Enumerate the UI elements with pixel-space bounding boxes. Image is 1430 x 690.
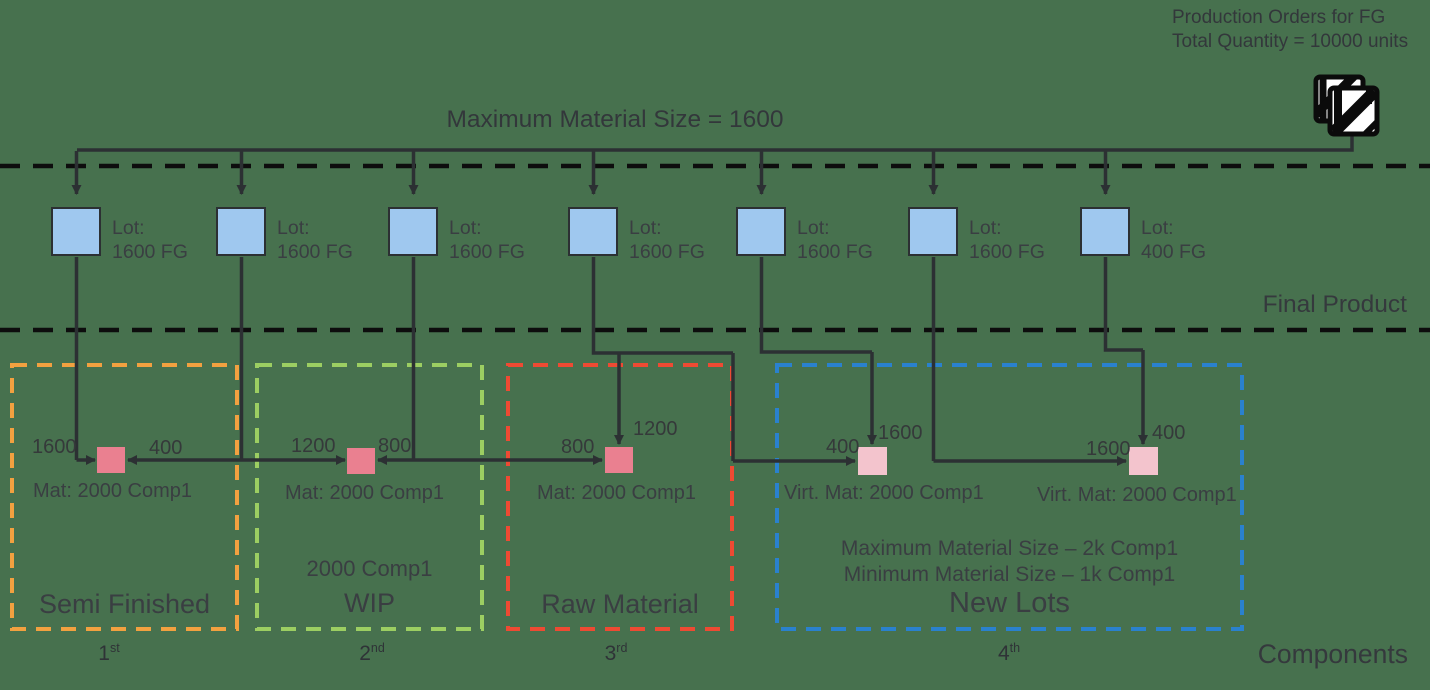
lot-label-2-line2: 1600 FG	[277, 241, 353, 263]
ordinal-1st: 1st	[79, 641, 139, 666]
flow-qty-semi-from-lot2: 400	[149, 437, 183, 459]
ordinal-4th: 4th	[979, 641, 1039, 666]
production-orders-caption: Production Orders for FG Total Quantity …	[1172, 6, 1408, 53]
lot-label-6-line1: Lot:	[969, 217, 1002, 239]
material-caption-semi: Mat: 2000 Comp1	[33, 480, 192, 502]
lot-label-4-line2: 1600 FG	[629, 241, 705, 263]
flow-qty-new2-from-lot6: 1600	[1086, 438, 1131, 460]
page-title: Maximum Material Size = 1600	[446, 106, 784, 133]
group-name-wip: WIP	[344, 588, 395, 618]
lot-label-5: Lot: 1600 FG	[797, 216, 873, 264]
lot-label-7: Lot: 400 FG	[1141, 216, 1206, 264]
production-orders-line1: Production Orders for FG	[1172, 7, 1386, 28]
component-flow-lines	[74, 257, 1148, 466]
material-caption-virt2: Virt. Mat: 2000 Comp1	[1037, 484, 1237, 506]
group-name-raw-material: Raw Material	[541, 589, 699, 619]
lot-square-5	[736, 207, 786, 256]
lot-label-6-line2: 1600 FG	[969, 241, 1045, 263]
group-name-semi-finished: Semi Finished	[38, 589, 211, 619]
lot-label-3-line2: 1600 FG	[449, 241, 525, 263]
ordinal-2nd-suffix: nd	[370, 641, 385, 655]
header-line	[77, 133, 1354, 152]
wip-box	[255, 363, 484, 631]
group-note-wip: 2000 Comp1	[306, 556, 433, 581]
ordinal-1st-number: 1	[98, 642, 110, 665]
material-square-semi	[97, 447, 125, 473]
lot-label-5-line1: Lot:	[797, 217, 830, 239]
lot-label-3: Lot: 1600 FG	[449, 216, 525, 264]
material-caption-wip: Mat: 2000 Comp1	[285, 482, 444, 504]
material-square-wip	[347, 448, 375, 474]
ordinal-4th-suffix: th	[1009, 641, 1021, 655]
flow-qty-new2-from-lot7: 400	[1152, 422, 1186, 444]
lot-square-4	[568, 207, 618, 256]
ordinal-3rd-suffix: rd	[616, 641, 628, 655]
flow-qty-wip-from-lot3: 800	[378, 435, 412, 457]
semi-finished-box	[10, 363, 239, 631]
flow-qty-raw-from-lot3: 800	[561, 436, 595, 458]
lot-label-7-line1: Lot:	[1141, 217, 1174, 239]
lot-square-3	[388, 207, 438, 256]
ordinal-3rd: 3rd	[586, 641, 646, 666]
ordinal-3rd-number: 3	[604, 642, 617, 665]
lot-square-2	[216, 207, 266, 256]
lot-label-2-line1: Lot:	[277, 217, 310, 239]
lot-label-1: Lot: 1600 FG	[112, 216, 188, 264]
lot-label-6: Lot: 1600 FG	[969, 216, 1045, 264]
lot-label-1-line1: Lot:	[112, 217, 145, 239]
lot-label-4: Lot: 1600 FG	[629, 216, 705, 264]
lot-drop-arrows	[71, 151, 1111, 195]
lot-label-1-line2: 1600 FG	[112, 241, 188, 263]
lot-label-5-line2: 1600 FG	[797, 241, 873, 263]
material-caption-virt1: Virt. Mat: 2000 Comp1	[784, 482, 984, 504]
flow-qty-semi-from-lot1: 1600	[32, 436, 77, 458]
new-lots-box	[775, 363, 1244, 631]
group-note-new-lots-max: Maximum Material Size – 2k Comp1	[840, 537, 1179, 560]
ordinal-2nd-number: 2	[359, 642, 371, 665]
flow-qty-new1-from-lot4: 400	[826, 436, 860, 458]
lot-label-2: Lot: 1600 FG	[277, 216, 353, 264]
ordinal-1st-suffix: st	[109, 641, 120, 655]
lot-square-1	[51, 207, 101, 256]
flow-qty-wip-from-lot2: 1200	[291, 435, 336, 457]
virtual-material-square-1	[858, 447, 887, 475]
flow-qty-new1-from-lot5: 1600	[878, 422, 923, 444]
material-square-raw	[605, 447, 633, 473]
lot-label-7-line2: 400 FG	[1141, 241, 1207, 263]
final-product-band-label: Final Product	[1262, 291, 1407, 318]
production-orders-icon	[1313, 74, 1380, 137]
virtual-material-square-2	[1129, 447, 1158, 475]
lot-square-6	[908, 207, 958, 256]
production-orders-line2: Total Quantity = 10000 units	[1172, 30, 1409, 52]
components-band-label: Components	[1257, 639, 1408, 669]
ordinal-4th-number: 4	[997, 642, 1010, 665]
flow-qty-raw-from-lot4: 1200	[633, 418, 678, 440]
group-name-new-lots: New Lots	[949, 587, 1070, 619]
lot-square-7	[1080, 207, 1130, 256]
lot-label-4-line1: Lot:	[629, 217, 662, 239]
group-note-new-lots-min: Minimum Material Size – 1k Comp1	[843, 563, 1176, 586]
lot-label-3-line1: Lot:	[449, 217, 482, 239]
ordinal-2nd: 2nd	[342, 641, 402, 666]
material-caption-raw: Mat: 2000 Comp1	[537, 482, 696, 504]
